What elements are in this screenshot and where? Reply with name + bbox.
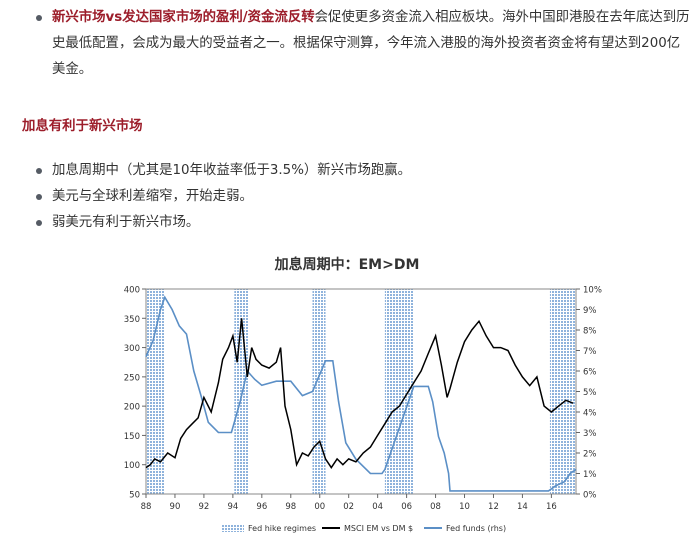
intro-bullet: 新兴市场vs发达国家市场的盈利/资金流反转会促使更多资金流入相应板块。海外中国即… xyxy=(0,5,690,83)
x-tick-label: 14 xyxy=(517,502,528,512)
x-tick-label: 92 xyxy=(198,502,209,512)
legend-label-msci-em-vs-dm: MSCI EM vs DM $ xyxy=(344,524,413,533)
legend-label-fed-funds: Fed funds (rhs) xyxy=(446,524,506,533)
em-dm-chart: 50 100 150 200 250 300 350 400 0% 1% 2% 3% 4% 5% 6% 7% 8… xyxy=(124,286,602,534)
y-left-tick-label: 350 xyxy=(124,315,140,325)
fed-hike-regime-band xyxy=(384,289,414,494)
y-right-tick-label: 7% xyxy=(583,347,597,357)
x-tick-label: 94 xyxy=(227,502,238,512)
point-item: 加息周期中（尤其是10年收益率低于3.5%）新兴市场跑赢。 xyxy=(0,158,690,184)
point-item: 美元与全球利差缩窄，开始走弱。 xyxy=(0,184,690,210)
x-tick-label: 10 xyxy=(459,502,470,512)
intro-body-text: 会促使更多资金流入相应板块。海外中国即港股在去年底达到历史最低配置，会成为最大的… xyxy=(52,10,690,77)
y-right-tick-label: 4% xyxy=(583,409,597,419)
y-right-tick-label: 3% xyxy=(583,429,597,439)
y-left-tick-label: 50 xyxy=(129,491,140,501)
y-right-tick-label: 9% xyxy=(583,306,597,316)
x-tick-label: 96 xyxy=(256,502,267,512)
series-fed-funds-line xyxy=(145,295,577,492)
x-tick-label: 12 xyxy=(488,502,499,512)
fed-hike-regime-band xyxy=(312,289,326,494)
y-right-tick-label: 8% xyxy=(583,327,597,337)
y-right-tick-label: 1% xyxy=(583,470,597,480)
chart-title: 加息周期中：EM>DM xyxy=(274,257,420,273)
intro-bold-text: 新兴市场vs发达国家市场的盈利/资金流反转 xyxy=(52,10,315,25)
x-tick-label: 90 xyxy=(170,502,181,512)
y-right-tick-label: 6% xyxy=(583,368,597,378)
points-bullet-list: 加息周期中（尤其是10年收益率低于3.5%）新兴市场跑赢。 美元与全球利差缩窄，… xyxy=(0,158,690,236)
x-tick-label: 98 xyxy=(285,502,296,512)
x-tick-label: 88 xyxy=(141,502,152,512)
intro-bullet-list: 新兴市场vs发达国家市场的盈利/资金流反转会促使更多资金流入相应板块。海外中国即… xyxy=(0,5,690,83)
x-tick-label: 02 xyxy=(343,502,354,512)
x-tick-label: 04 xyxy=(372,502,383,512)
y-left-tick-label: 100 xyxy=(124,461,140,471)
fed-hike-regime-band xyxy=(234,289,249,494)
fed-hike-regime-band xyxy=(146,289,165,494)
y-left-tick-label: 200 xyxy=(124,403,140,413)
y-right-tick-label: 0% xyxy=(583,491,597,501)
y-right-tick-label: 10% xyxy=(583,286,602,296)
fed-hike-regime-band xyxy=(549,289,576,494)
y-left-tick-label: 250 xyxy=(124,373,140,383)
y-left-tick-label: 150 xyxy=(124,432,140,442)
section-heading: 加息有利于新兴市场 xyxy=(22,119,143,134)
x-tick-label: 08 xyxy=(430,502,441,512)
legend-swatch-fed-hike-regimes xyxy=(222,524,244,532)
y-left-tick-label: 400 xyxy=(124,286,140,296)
legend-label-fed-hike-regimes: Fed hike regimes xyxy=(248,524,316,533)
x-tick-label: 16 xyxy=(546,502,557,512)
x-tick-label: 06 xyxy=(401,502,412,512)
y-right-tick-label: 2% xyxy=(583,450,597,460)
y-right-tick-label: 5% xyxy=(583,388,597,398)
series-msci-em-vs-dm-line xyxy=(145,318,574,469)
point-item: 弱美元有利于新兴市场。 xyxy=(0,210,690,236)
x-tick-label: 00 xyxy=(314,502,325,512)
y-left-tick-label: 300 xyxy=(124,344,140,354)
